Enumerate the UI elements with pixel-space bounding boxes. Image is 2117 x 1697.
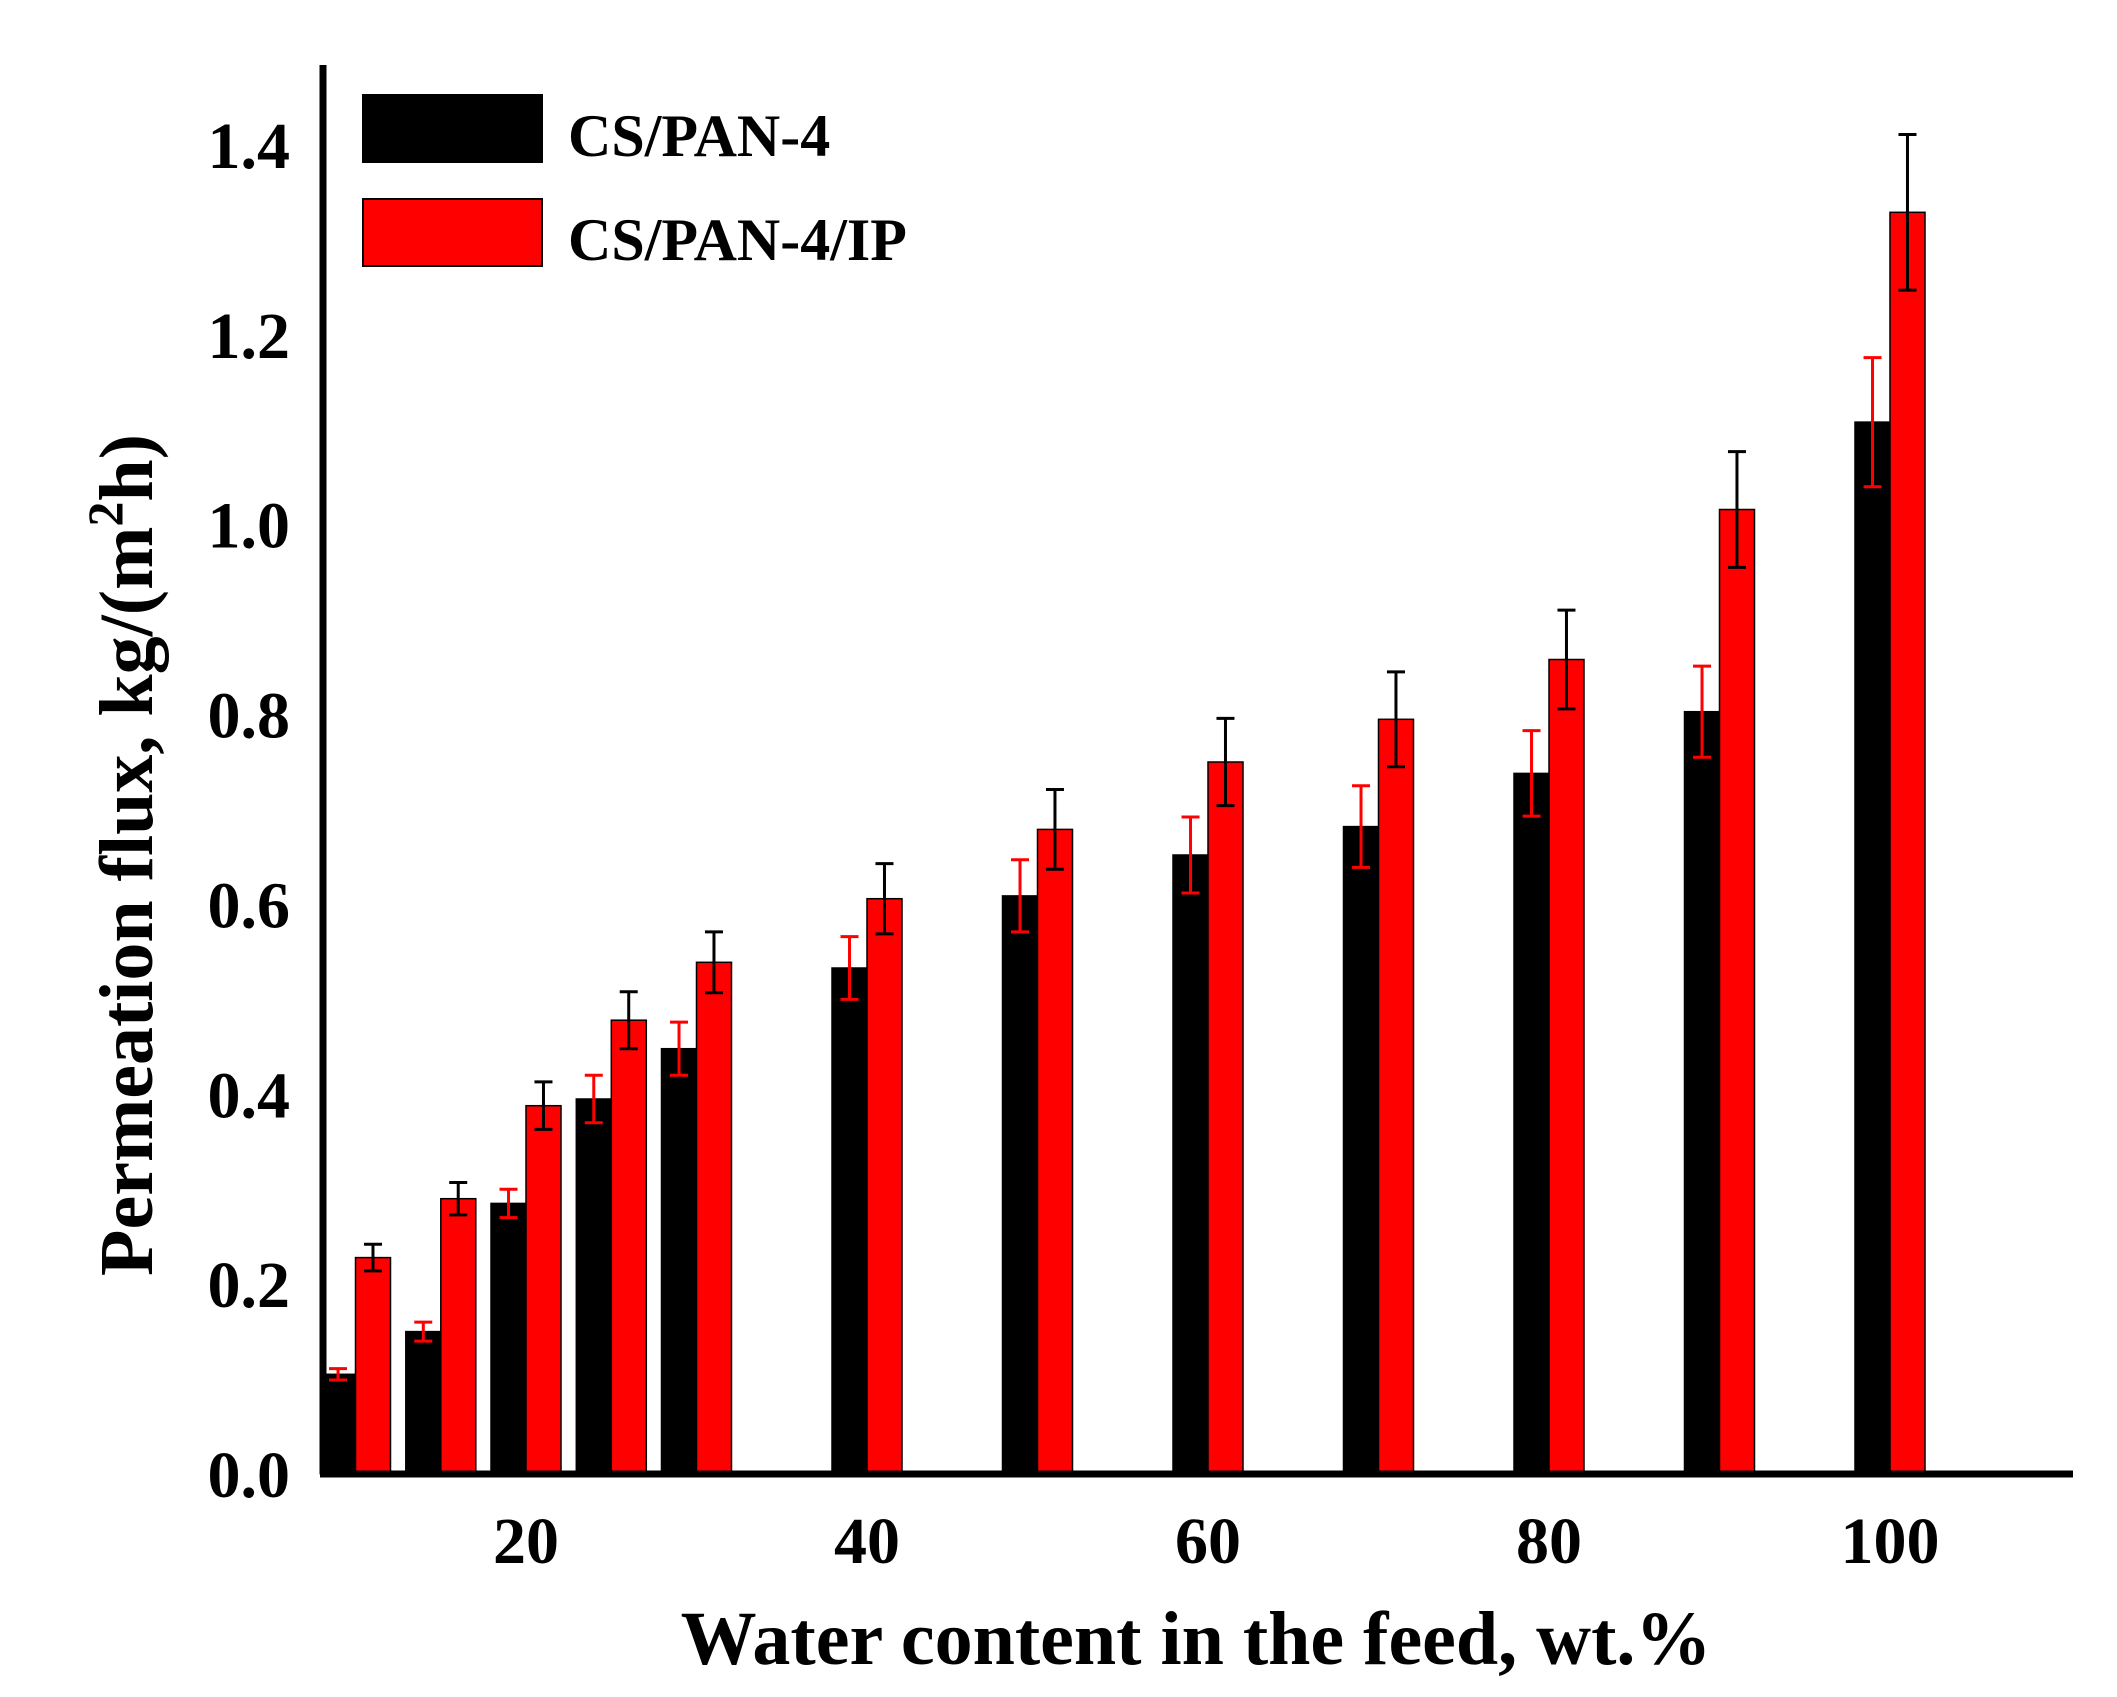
bar-cs-pan-4-ip-10: [354, 1256, 392, 1475]
bar-cs-pan-4-ip-60: [1207, 761, 1244, 1475]
y-axis-title-tail: h): [85, 434, 169, 502]
bar-cs-pan-4-20: [490, 1202, 527, 1475]
x-tick-labels: 20 40 60 80 100: [493, 1505, 1940, 1578]
y-tick-label-0-6: 0.6: [208, 869, 291, 942]
errorbar-cs-pan-4-ip-10: [363, 1242, 382, 1273]
y-tick-label-1-2: 1.2: [208, 300, 291, 373]
legend-swatch-cs-pan-4-ip: [362, 198, 543, 267]
y-tick-label-0-2: 0.2: [208, 1249, 291, 1322]
errorbar-cs-pan-4-25: [584, 1073, 603, 1125]
x-axis-title: Water content in the feed, wt.%: [681, 1597, 1712, 1681]
y-axis-title: Permeation flux, kg/(m2h): [77, 434, 169, 1276]
errorbar-cs-pan-4-80: [1522, 729, 1541, 818]
x-tick-label-60: 60: [1175, 1505, 1241, 1578]
errorbar-cs-pan-4-ip-15: [449, 1181, 468, 1217]
y-tick-label-0-0: 0.0: [208, 1439, 291, 1512]
errorbar-cs-pan-4-ip-70: [1386, 670, 1405, 769]
errorbar-cs-pan-4-10: [329, 1367, 348, 1382]
y-tick-label-0-8: 0.8: [208, 680, 291, 753]
y-tick-label-1-4: 1.4: [208, 110, 291, 183]
errorbar-cs-pan-4-ip-100: [1898, 132, 1917, 292]
bar-cs-pan-4-ip-70: [1377, 718, 1415, 1475]
bar-cs-pan-4-ip-90: [1718, 508, 1756, 1475]
bar-cs-pan-4-ip-15: [440, 1197, 477, 1475]
bar-cs-pan-4-ip-80: [1548, 658, 1585, 1475]
errorbar-cs-pan-4-ip-90: [1727, 450, 1746, 569]
legend-label-cs-pan-4-ip: CS/PAN-4/IP: [568, 207, 907, 273]
y-axis-title-sup: 2: [77, 502, 133, 527]
bar-cs-pan-4-ip-50: [1036, 828, 1074, 1475]
bar-cs-pan-4-30: [660, 1047, 698, 1475]
y-tick-label-1-0: 1.0: [208, 490, 291, 563]
bars-layer: [319, 211, 1926, 1475]
errorbar-cs-pan-4-ip-50: [1045, 788, 1064, 871]
y-axis-title-main: Permeation flux, kg/(m: [85, 527, 169, 1276]
errorbar-cs-pan-4-40: [840, 935, 859, 1001]
errorbar-cs-pan-4-ip-60: [1216, 716, 1235, 808]
errorbars-layer: [329, 132, 1917, 1382]
errorbar-cs-pan-4-50: [1011, 858, 1030, 934]
y-tick-labels: 0.0 0.2 0.4 0.6 0.8 1.0 1.2 1.4: [208, 110, 291, 1512]
bar-cs-pan-4-ip-20: [525, 1104, 562, 1475]
bar-cs-pan-4-ip-25: [610, 1019, 648, 1475]
errorbar-cs-pan-4-15: [414, 1320, 433, 1343]
x-tick-label-80: 80: [1516, 1505, 1582, 1578]
bar-cs-pan-4-90: [1683, 710, 1721, 1475]
y-tick-label-0-4: 0.4: [208, 1059, 291, 1132]
bar-cs-pan-4-40: [831, 967, 868, 1475]
errorbar-cs-pan-4-ip-20: [534, 1080, 553, 1131]
legend-label-cs-pan-4: CS/PAN-4: [568, 103, 830, 169]
errorbar-cs-pan-4-20: [499, 1187, 518, 1220]
bar-cs-pan-4-50: [1001, 895, 1039, 1475]
bar-cs-pan-4-25: [575, 1098, 613, 1475]
errorbar-cs-pan-4-60: [1181, 815, 1200, 895]
bar-cs-pan-4-ip-40: [866, 897, 903, 1475]
bar-cs-pan-4-ip-30: [695, 961, 733, 1475]
axes-layer: [319, 65, 2073, 1478]
bar-cs-pan-4-70: [1342, 825, 1380, 1475]
errorbar-cs-pan-4-70: [1352, 784, 1371, 869]
bar-cs-pan-4-15: [405, 1330, 442, 1475]
legend-swatch-cs-pan-4: [362, 94, 543, 163]
errorbar-cs-pan-4-ip-25: [619, 990, 638, 1051]
x-tick-label-40: 40: [834, 1505, 900, 1578]
errorbar-cs-pan-4-100: [1863, 356, 1882, 489]
errorbar-cs-pan-4-ip-30: [704, 930, 723, 995]
x-tick-label-20: 20: [493, 1505, 559, 1578]
errorbar-cs-pan-4-ip-80: [1557, 608, 1576, 711]
errorbar-cs-pan-4-ip-40: [875, 862, 894, 936]
bar-cs-pan-4-100: [1854, 421, 1891, 1475]
bar-cs-pan-4-ip-100: [1889, 211, 1926, 1475]
errorbar-cs-pan-4-90: [1693, 664, 1712, 759]
legend: CS/PAN-4 CS/PAN-4/IP: [362, 94, 907, 273]
bar-cs-pan-4-60: [1172, 854, 1209, 1475]
x-tick-label-100: 100: [1841, 1505, 1940, 1578]
bar-cs-pan-4-80: [1513, 772, 1550, 1475]
errorbar-cs-pan-4-30: [670, 1020, 689, 1077]
